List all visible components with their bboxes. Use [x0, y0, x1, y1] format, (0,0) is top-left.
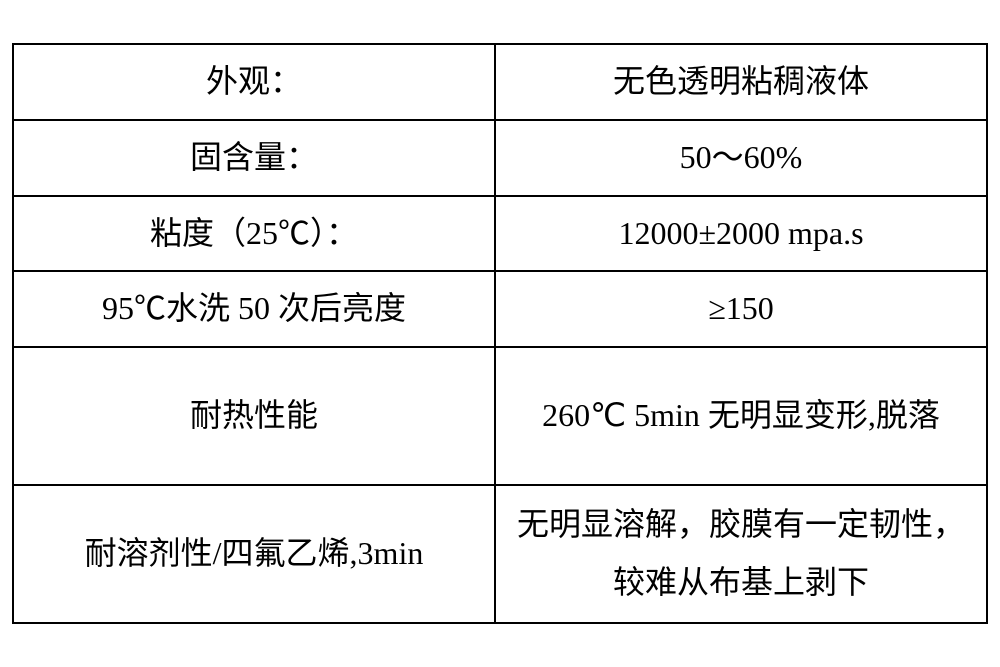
- table-row: 固含量： 50～60%: [13, 120, 987, 196]
- cell-value: 无色透明粘稠液体: [495, 44, 987, 120]
- cell-label: 固含量：: [13, 120, 495, 196]
- cell-value: 12000±2000 mpa.s: [495, 196, 987, 272]
- table-row: 粘度（25℃）： 12000±2000 mpa.s: [13, 196, 987, 272]
- cell-value: 260℃ 5min 无明显变形,脱落: [495, 347, 987, 485]
- cell-label: 耐溶剂性/四氟乙烯,3min: [13, 485, 495, 623]
- cell-label: 95℃水洗 50 次后亮度: [13, 271, 495, 347]
- table-row: 外观： 无色透明粘稠液体: [13, 44, 987, 120]
- cell-label: 粘度（25℃）：: [13, 196, 495, 272]
- table-row: 95℃水洗 50 次后亮度 ≥150: [13, 271, 987, 347]
- table-row: 耐热性能 260℃ 5min 无明显变形,脱落: [13, 347, 987, 485]
- cell-value: 无明显溶解，胶膜有一定韧性，较难从布基上剥下: [495, 485, 987, 623]
- cell-value: ≥150: [495, 271, 987, 347]
- table-row: 耐溶剂性/四氟乙烯,3min 无明显溶解，胶膜有一定韧性，较难从布基上剥下: [13, 485, 987, 623]
- properties-table: 外观： 无色透明粘稠液体 固含量： 50～60% 粘度（25℃）： 12000±…: [12, 43, 988, 623]
- cell-label: 耐热性能: [13, 347, 495, 485]
- cell-value: 50～60%: [495, 120, 987, 196]
- cell-label: 外观：: [13, 44, 495, 120]
